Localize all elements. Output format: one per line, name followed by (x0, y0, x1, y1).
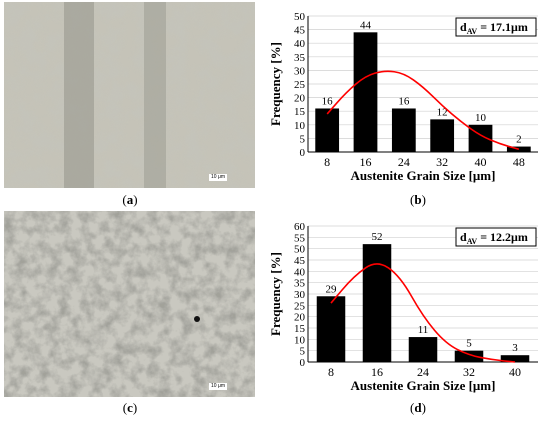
y-tick-label: 50 (294, 244, 306, 256)
micrograph-c: 10 μm (4, 211, 255, 397)
x-tick-label: 40 (509, 365, 521, 379)
y-tick-label: 45 (294, 25, 306, 37)
x-tick-label: 32 (436, 155, 448, 169)
data-label: 5 (466, 338, 472, 350)
caption-b: (b) (410, 192, 426, 207)
y-tick-label: 40 (294, 38, 306, 50)
y-tick-label: 20 (294, 93, 306, 105)
fit-curve (330, 263, 516, 363)
bar (391, 108, 416, 152)
x-tick-label: 16 (371, 365, 383, 379)
y-axis-title: Frequency [%] (268, 42, 283, 126)
y-tick-label: 50 (294, 11, 306, 23)
fit-curve (326, 70, 520, 151)
y-tick-label: 40 (294, 266, 306, 278)
data-label: 12 (437, 106, 448, 118)
dav-annotation-box (455, 227, 537, 247)
bar (315, 108, 340, 152)
y-tick-label: 35 (294, 278, 306, 290)
y-tick-label: 20 (294, 312, 306, 324)
y-tick-label: 0 (300, 357, 306, 369)
x-tick-label: 32 (463, 365, 475, 379)
data-label: 29 (326, 283, 338, 295)
y-tick-label: 25 (294, 300, 306, 312)
bar (316, 296, 346, 362)
y-tick-label: 25 (294, 79, 306, 91)
caption-c: (c) (122, 400, 138, 415)
x-tick-label: 16 (360, 155, 372, 169)
data-label: 3 (512, 342, 518, 354)
dav-annotation-box (455, 17, 537, 37)
x-tick-label: 48 (513, 155, 525, 169)
y-tick-label: 30 (294, 289, 306, 301)
bar (454, 350, 484, 362)
dav-annotation: dAV = 12.2μm (460, 230, 528, 246)
data-label: 10 (475, 112, 487, 124)
histogram-chart-b: 0510152025303540455016844161624123210402… (268, 11, 538, 183)
y-axis-title: Frequency [%] (268, 252, 283, 336)
data-label: 52 (372, 231, 383, 243)
y-tick-label: 30 (294, 65, 306, 77)
x-tick-label: 24 (398, 155, 410, 169)
bar (506, 146, 531, 152)
scalebar-c: 10 μm (209, 383, 227, 390)
x-axis-title: Austenite Grain Size [μm] (351, 168, 496, 183)
data-label: 11 (418, 324, 429, 336)
y-tick-label: 10 (294, 334, 306, 346)
caption-a: (a) (122, 192, 138, 207)
data-label: 16 (322, 95, 334, 107)
y-tick-label: 45 (294, 255, 306, 267)
y-tick-label: 15 (294, 106, 306, 118)
data-label: 2 (516, 134, 522, 146)
micrograph-a: 10 μm (4, 2, 255, 188)
dav-annotation: dAV = 17.1μm (460, 20, 528, 36)
data-label: 44 (360, 19, 372, 31)
y-tick-label: 60 (294, 221, 306, 233)
bar (500, 355, 530, 362)
y-tick-label: 5 (300, 346, 306, 358)
caption-d: (d) (410, 400, 426, 415)
y-tick-label: 35 (294, 52, 306, 64)
bar (430, 119, 455, 152)
bar (362, 244, 392, 362)
y-tick-label: 5 (300, 133, 306, 145)
y-tick-label: 55 (294, 232, 306, 244)
y-tick-label: 0 (300, 147, 306, 159)
x-tick-label: 8 (324, 155, 330, 169)
scalebar-a: 10 μm (209, 174, 227, 181)
bar (408, 337, 438, 362)
micrograph-c-texture (4, 211, 255, 397)
x-tick-label: 24 (417, 365, 429, 379)
micrograph-a-texture (4, 2, 255, 188)
x-tick-label: 8 (328, 365, 334, 379)
x-tick-label: 40 (475, 155, 487, 169)
bar (353, 32, 378, 152)
y-tick-label: 10 (294, 120, 306, 132)
data-label: 16 (398, 95, 410, 107)
x-axis-title: Austenite Grain Size [μm] (351, 378, 496, 393)
histogram-chart-d: 0510152025303540455055602985216112453234… (268, 221, 538, 393)
y-tick-label: 15 (294, 323, 306, 335)
